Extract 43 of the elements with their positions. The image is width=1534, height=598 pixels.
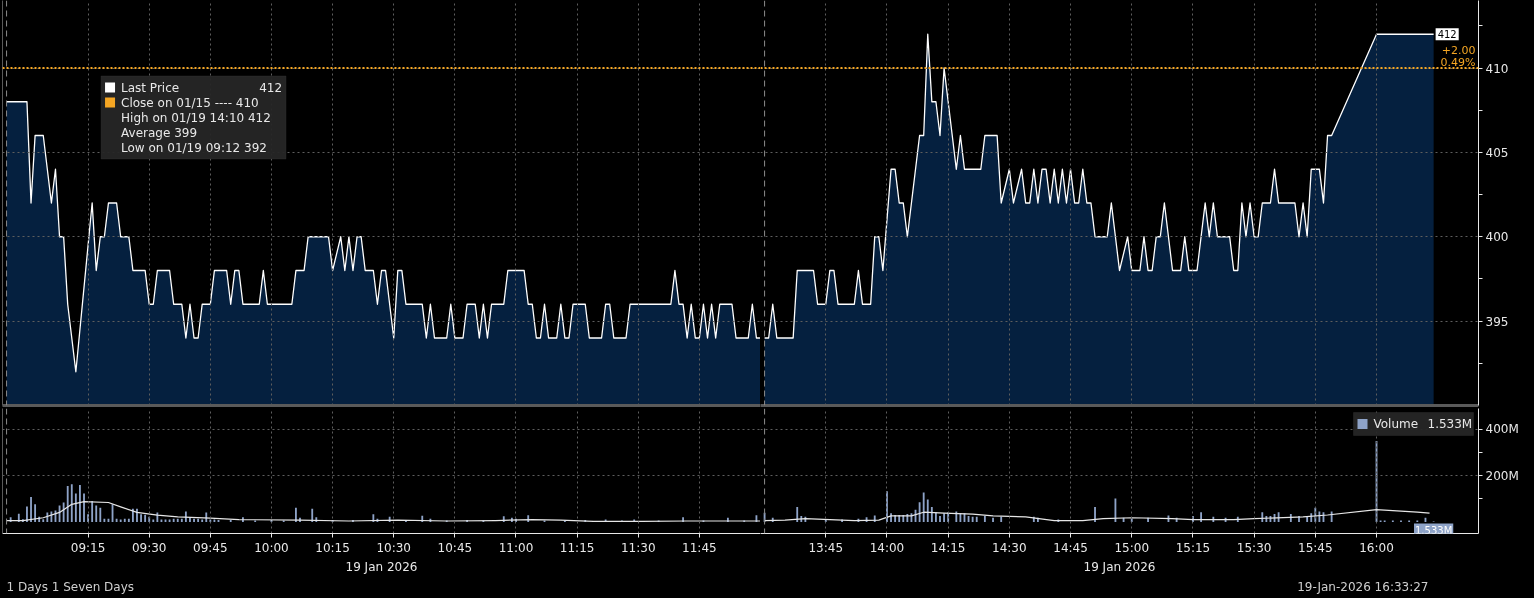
- y-tick-label: 400: [1485, 230, 1509, 245]
- x-tick-label: 15:30: [1236, 540, 1272, 555]
- y-tick-label: 395: [1485, 314, 1509, 329]
- x-tick-label: 15:45: [1298, 540, 1333, 555]
- data-label: 1.533M: [1415, 524, 1453, 536]
- x-tick-label: 15:00: [1114, 540, 1150, 555]
- x-axis-title: 19 Jan 2026: [345, 559, 418, 574]
- legend-label: Last Price: [121, 80, 180, 95]
- x-tick-label: 11:15: [559, 540, 595, 555]
- annotation: 0.49%: [1440, 55, 1476, 69]
- x-tick-label: 11:30: [620, 540, 656, 555]
- text: 1 Days 1 Seven Days: [6, 579, 135, 594]
- x-tick-label: 14:45: [1053, 540, 1088, 555]
- y-tick-label: 405: [1485, 145, 1509, 160]
- annotation: Low on 01/19 09:12 392: [121, 140, 267, 155]
- legend-label: Close on 01/15 ---- 410: [121, 95, 259, 110]
- y-tick-label: 200M: [1485, 468, 1519, 483]
- x-tick-label: 14:30: [992, 540, 1027, 555]
- x-tick-label: 10:15: [315, 540, 350, 555]
- text: 19-Jan-2026 16:33:27: [1297, 579, 1429, 594]
- x-tick-label: 16:00: [1359, 540, 1394, 555]
- x-tick-label: 09:15: [70, 540, 106, 555]
- annotation: +2.00: [1441, 43, 1476, 57]
- legend-label: Volume: [1373, 417, 1419, 431]
- x-axis-title: 19 Jan 2026: [1083, 559, 1156, 574]
- data-label: 412: [1437, 29, 1457, 41]
- x-tick-label: 10:30: [376, 540, 412, 555]
- x-tick-label: 09:45: [193, 540, 228, 555]
- x-tick-label: 09:30: [131, 540, 167, 555]
- x-tick-label: 10:45: [437, 540, 473, 555]
- y-tick-label: 410: [1485, 61, 1509, 76]
- x-tick-label: 11:45: [682, 540, 717, 555]
- text: 412: [259, 81, 283, 95]
- x-tick-label: 11:00: [498, 540, 534, 555]
- annotation: High on 01/19 14:10 412: [121, 110, 271, 125]
- x-tick-label: 10:00: [254, 540, 289, 555]
- x-tick-label: 15:15: [1175, 540, 1211, 555]
- annotation: Average 399: [121, 125, 198, 140]
- x-tick-label: 13:45: [808, 540, 844, 555]
- text: 1.533M: [1427, 417, 1473, 431]
- x-tick-label: 14:00: [869, 540, 905, 555]
- y-tick-label: 400M: [1485, 422, 1519, 437]
- x-tick-label: 14:15: [930, 540, 966, 555]
